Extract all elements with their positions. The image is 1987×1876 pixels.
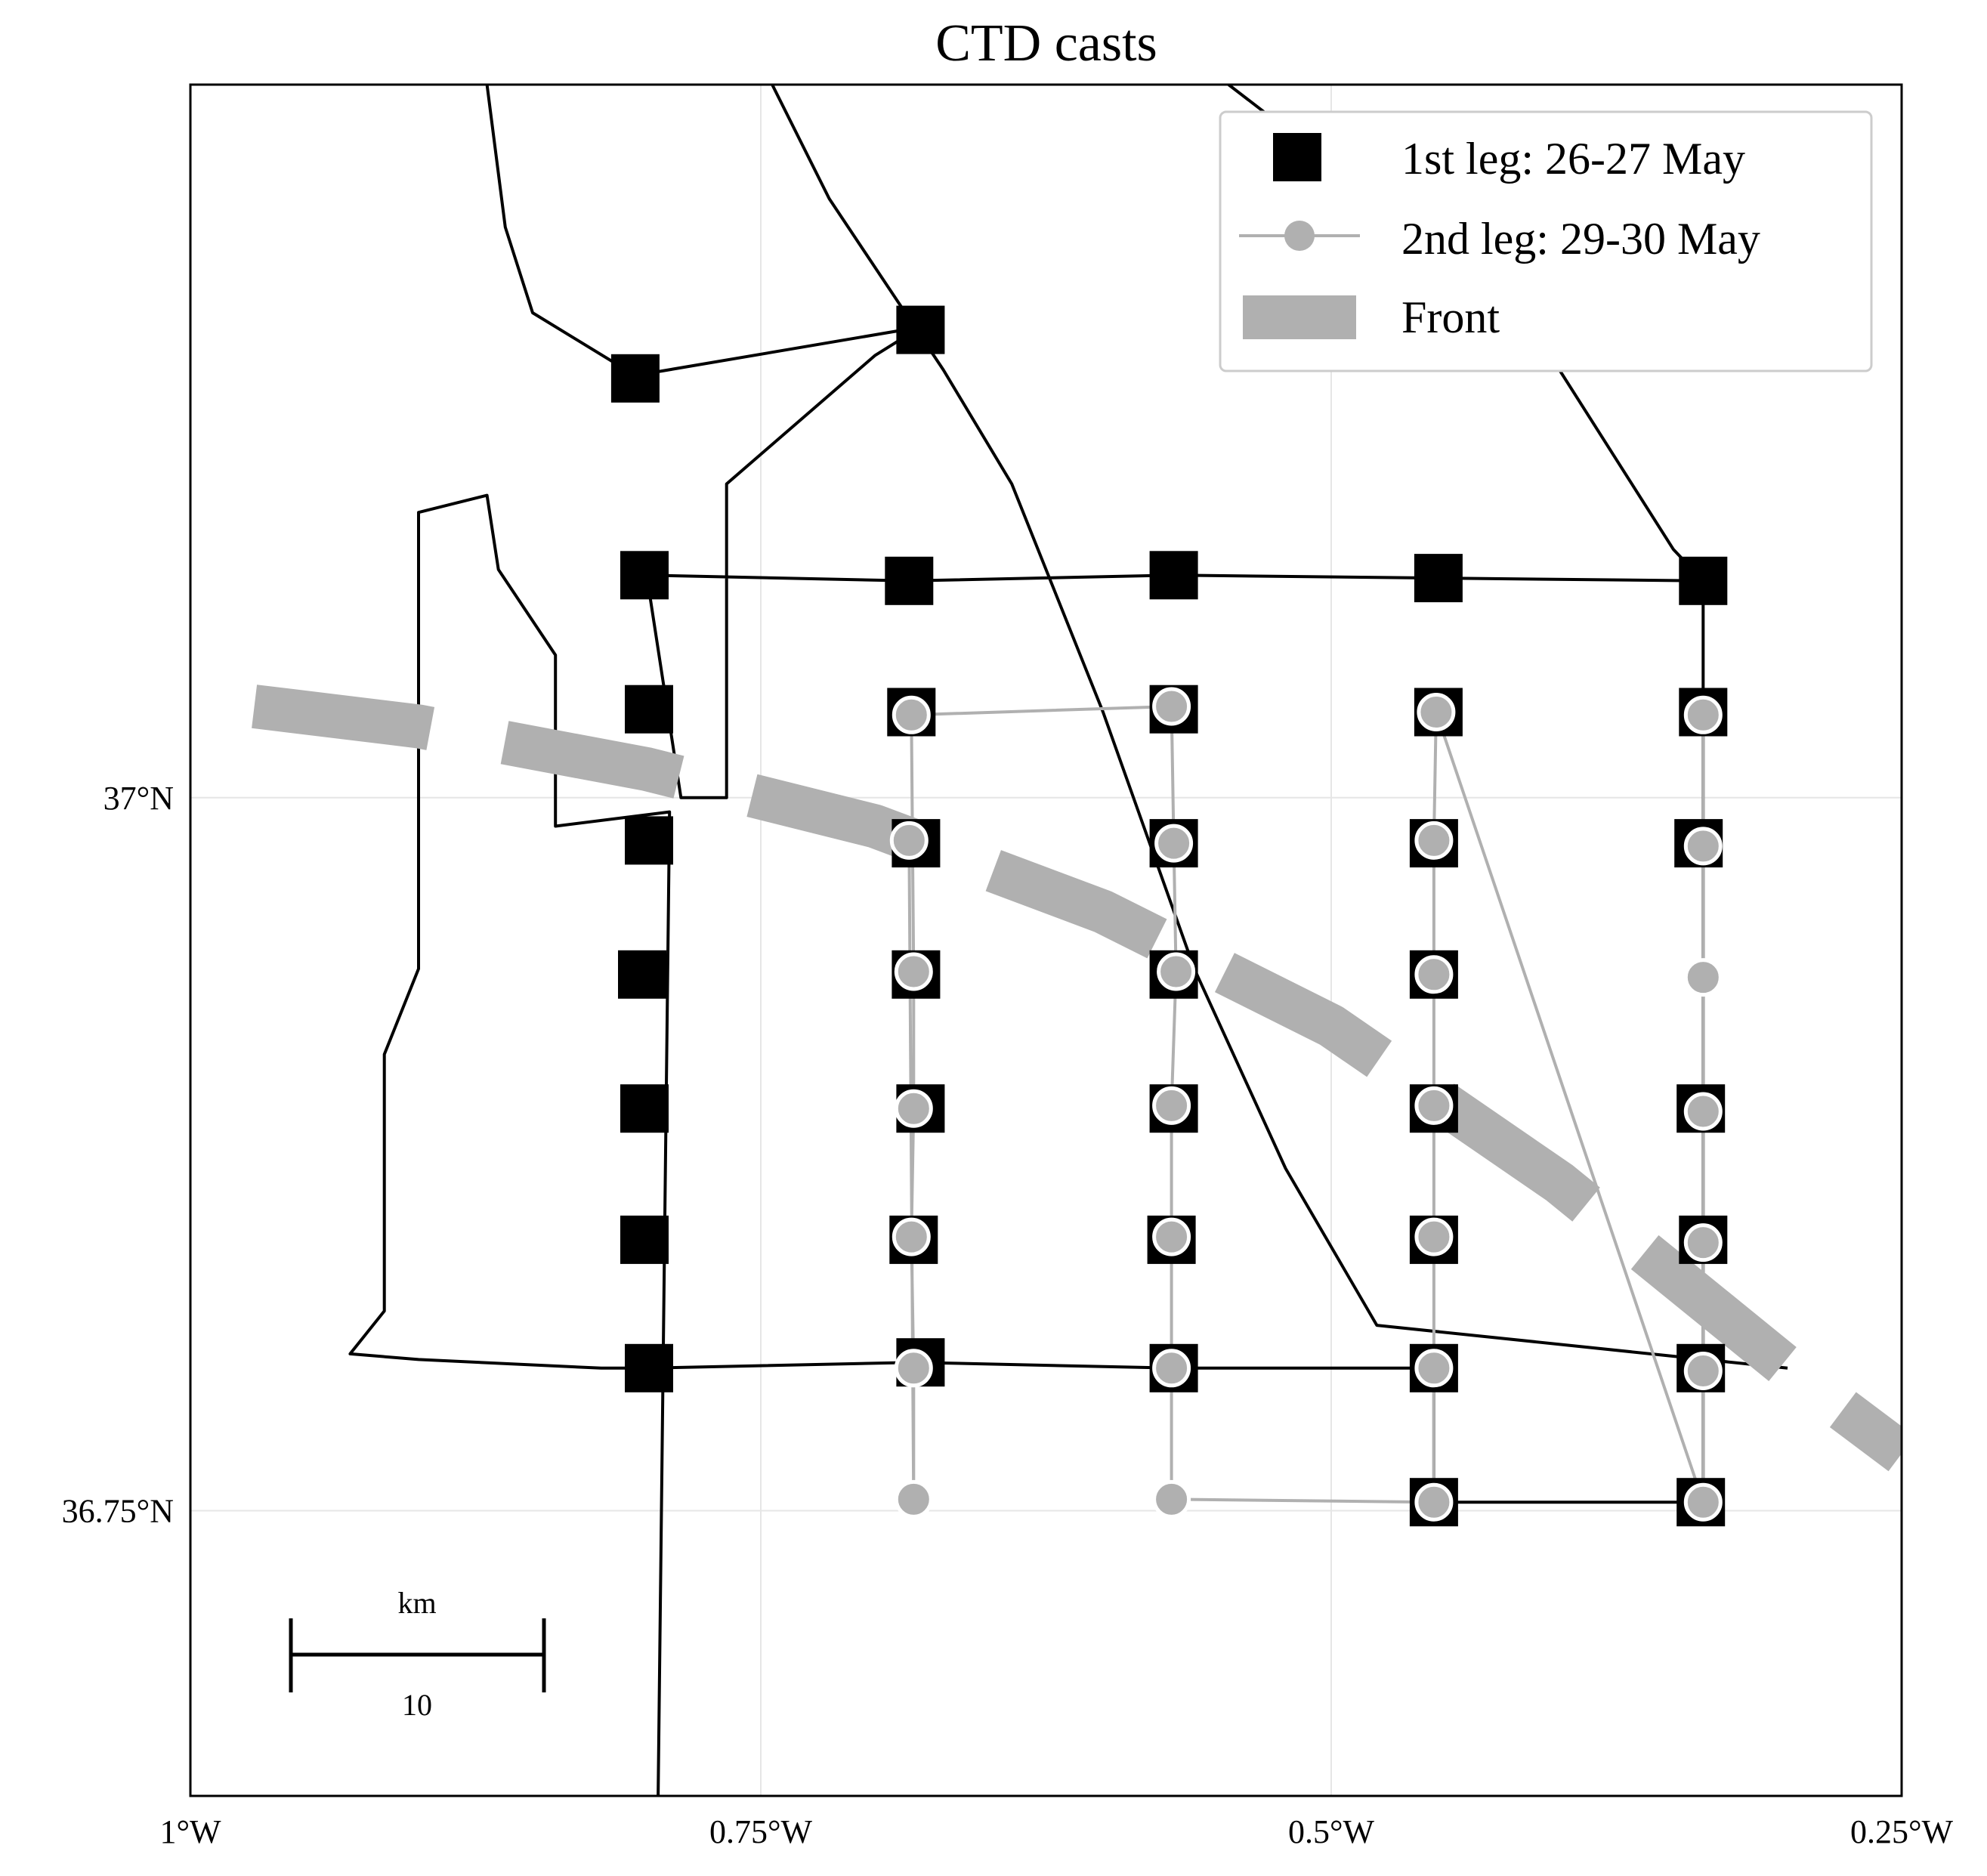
leg1-station-3 [885,556,934,605]
leg1-station-17 [618,950,666,999]
leg1-station-0 [610,354,660,403]
leg2-station-10 [1414,955,1454,994]
leg2-station-14 [1414,1086,1454,1125]
leg2-station-1 [1152,687,1191,726]
legend-leg2-circle-icon [1284,221,1315,251]
leg1-station-2 [620,551,669,600]
leg2-station-22 [1414,1349,1454,1388]
scale-bar-length: 10 [402,1688,432,1722]
leg2-station-26 [1414,1482,1454,1522]
legend-box [1219,110,1873,372]
front-line [252,685,1902,1472]
leg1-station-6 [1679,556,1728,605]
figure-title: CTD casts [935,14,1157,73]
scale-bar: km 10 [289,1586,546,1722]
leg2-station-15 [1683,1092,1723,1131]
legend: 1st leg: 26-27 May 2nd leg: 29-30 May Fr… [1219,110,1873,372]
leg1-station-21 [620,1084,669,1133]
leg2-station-0 [892,695,931,734]
leg2-stations [889,687,1723,1522]
leg2-station-24 [894,1479,933,1519]
leg2-station-17 [1152,1217,1191,1256]
scale-bar-unit: km [397,1586,436,1620]
x-tick-label-2: 0.5°W [1288,1813,1375,1850]
leg1-station-31 [625,1343,673,1392]
leg2-station-18 [1414,1217,1454,1256]
leg2-station-4 [889,821,929,860]
leg1-station-12 [625,816,673,865]
leg2-station-25 [1152,1479,1191,1519]
x-axis-ticks: 1°W 0.75°W 0.5°W 0.25°W [159,1813,1953,1850]
leg2-station-23 [1683,1352,1723,1390]
leg2-station-21 [1152,1349,1191,1388]
y-tick-label-1: 36.75°N [62,1493,174,1530]
leg2-track [907,705,1705,1504]
leg2-station-6 [1414,821,1454,860]
x-tick-label-3: 0.25°W [1850,1813,1954,1850]
leg2-station-8 [894,952,933,991]
leg2-station-27 [1683,1482,1723,1522]
leg1-station-5 [1414,554,1463,603]
leg2-station-9 [1157,952,1196,991]
legend-leg2-label: 2nd leg: 29-30 May [1401,214,1760,264]
map-frame [189,83,1903,1797]
legend-leg1-label: 1st leg: 26-27 May [1401,134,1745,184]
leg1-station-26 [620,1215,669,1264]
y-axis-ticks: 37°N 36.75°N [62,780,174,1530]
leg2-station-5 [1154,824,1194,863]
leg2-station-7 [1683,827,1723,866]
leg1-station-1 [896,305,945,354]
ship-track-1 [771,85,1788,1370]
leg2-station-11 [1683,958,1723,997]
front-dashed-line [252,685,1902,1472]
leg2-station-13 [1152,1086,1191,1125]
leg2-station-12 [894,1089,933,1128]
legend-leg1-square-icon [1273,133,1321,181]
leg2-station-19 [1683,1223,1723,1263]
leg1-station-4 [1149,551,1198,600]
x-tick-label-1: 0.75°W [709,1813,813,1850]
y-tick-label-0: 37°N [104,780,174,817]
legend-front-label: Front [1401,292,1500,342]
leg2-station-2 [1417,693,1456,731]
x-tick-label-0: 1°W [159,1813,221,1850]
leg2-station-20 [894,1349,933,1388]
leg2-station-16 [892,1217,931,1256]
leg2-station-3 [1683,695,1723,734]
leg1-station-7 [625,685,673,734]
